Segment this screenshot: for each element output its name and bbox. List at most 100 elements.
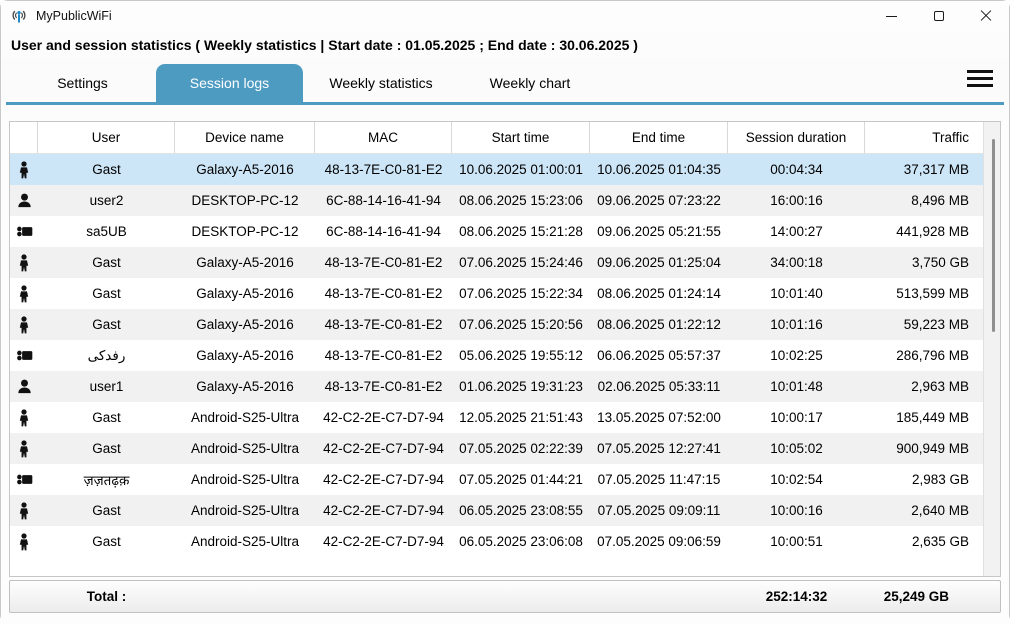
table-row[interactable]: Gast Android-S25-Ultra 42-C2-2E-C7-D7-94… [10,433,983,464]
cell-user: رفدكى [87,347,126,363]
cell-start-time: 01.06.2025 19:31:23 [459,379,583,394]
table-row[interactable]: Gast Android-S25-Ultra 42-C2-2E-C7-D7-94… [10,495,983,526]
cell-end-time: 06.06.2025 05:57:37 [597,348,721,363]
table-row[interactable]: sa5UB DESKTOP-PC-12 6C-88-14-16-41-94 08… [10,216,983,247]
header-end-time[interactable]: End time [590,122,728,153]
user-type-icon [10,371,38,402]
vertical-scrollbar[interactable] [983,122,1000,576]
cell-user: user1 [89,379,124,394]
table-row[interactable]: Gast Galaxy-A5-2016 48-13-7E-C0-81-E2 07… [10,278,983,309]
person-standing-icon [19,315,29,333]
scrollbar-thumb[interactable] [992,139,995,332]
cell-user: user2 [89,193,124,208]
cell-traffic: 2,963 MB [911,379,969,394]
cell-session-duration: 10:00:51 [770,534,823,549]
cell-mac: 48-13-7E-C0-81-E2 [324,286,443,301]
cell-device-name: Galaxy-A5-2016 [196,348,294,363]
table-row[interactable]: Gast Android-S25-Ultra 42-C2-2E-C7-D7-94… [10,402,983,433]
cell-session-duration: 10:02:54 [770,472,823,487]
header-icon-column[interactable] [10,122,38,153]
header-traffic[interactable]: Traffic [932,130,969,145]
cell-mac: 6C-88-14-16-41-94 [326,224,441,239]
cell-end-time: 09.06.2025 07:23:22 [597,193,721,208]
tab-settings[interactable]: Settings [57,75,108,91]
video-camera-icon [16,226,32,237]
cell-device-name: DESKTOP-PC-12 [191,224,299,239]
cell-user: Gast [92,286,121,301]
cell-start-time: 07.06.2025 15:22:34 [459,286,583,301]
tab-weekly-chart[interactable]: Weekly chart [489,75,571,91]
table-row[interactable]: ज़ज़तढ़क़ Android-S25-Ultra 42-C2-2E-C7-… [10,464,983,495]
wifi-antenna-icon [10,7,28,25]
total-icon-spacer [10,581,38,612]
total-traffic: 25,249 GB [883,589,949,604]
cell-mac: 48-13-7E-C0-81-E2 [324,379,443,394]
cell-end-time: 07.05.2025 09:09:11 [597,503,721,518]
user-type-icon [10,464,38,495]
cell-traffic: 2,635 GB [911,534,969,549]
cell-end-time: 13.05.2025 07:52:00 [597,410,721,425]
window-controls [868,1,1009,31]
header-session-duration[interactable]: Session duration [728,122,865,153]
header-start-time[interactable]: Start time [452,122,590,153]
table-body: Gast Galaxy-A5-2016 48-13-7E-C0-81-E2 10… [10,154,983,557]
cell-end-time: 10.06.2025 01:04:35 [597,162,721,177]
cell-device-name: Android-S25-Ultra [190,410,300,425]
total-duration: 252:14:32 [765,589,828,604]
total-label: Total : [86,589,127,604]
cell-mac: 42-C2-2E-C7-D7-94 [323,441,444,456]
user-type-icon [10,154,38,185]
cell-user: Gast [92,162,121,177]
table-row[interactable]: Gast Galaxy-A5-2016 48-13-7E-C0-81-E2 07… [10,247,983,278]
close-icon [980,10,992,22]
cell-traffic: 8,496 MB [911,193,969,208]
cell-traffic: 2,983 GB [911,472,969,487]
cell-traffic: 59,223 MB [903,317,969,332]
hamburger-bar [967,84,993,87]
cell-start-time: 08.06.2025 15:23:06 [459,193,583,208]
cell-mac: 42-C2-2E-C7-D7-94 [323,534,444,549]
cell-start-time: 05.06.2025 19:55:12 [459,348,583,363]
total-spacer [315,581,452,612]
cell-user: sa5UB [86,224,127,239]
cell-start-time: 10.06.2025 01:00:01 [459,162,583,177]
table-row[interactable]: رفدكى Galaxy-A5-2016 48-13-7E-C0-81-E2 0… [10,340,983,371]
person-standing-icon [19,253,29,271]
table-row[interactable]: user1 Galaxy-A5-2016 48-13-7E-C0-81-E2 0… [10,371,983,402]
header-device-name[interactable]: Device name [175,122,315,153]
table-row[interactable]: Gast Android-S25-Ultra 42-C2-2E-C7-D7-94… [10,526,983,557]
table-row[interactable]: Gast Galaxy-A5-2016 48-13-7E-C0-81-E2 10… [10,154,983,185]
cell-traffic: 2,640 MB [911,503,969,518]
cell-start-time: 06.05.2025 23:08:55 [459,503,583,518]
table-row[interactable]: user2 DESKTOP-PC-12 6C-88-14-16-41-94 08… [10,185,983,216]
cell-end-time: 08.06.2025 01:24:14 [597,286,721,301]
session-log-table: User Device name MAC Start time End time… [9,121,1001,577]
maximize-button[interactable] [915,1,962,31]
spacer [1,577,1009,580]
hamburger-menu-icon[interactable] [967,70,993,87]
close-button[interactable] [962,1,1009,31]
cell-session-duration: 10:02:25 [770,348,823,363]
header-mac[interactable]: MAC [315,122,452,153]
cell-start-time: 06.05.2025 23:06:08 [459,534,583,549]
active-tab-underline [6,102,1004,105]
cell-device-name: Galaxy-A5-2016 [196,317,294,332]
minimize-button[interactable] [868,1,915,31]
cell-session-duration: 16:00:16 [770,193,823,208]
video-camera-icon [16,350,32,361]
cell-device-name: Android-S25-Ultra [190,534,300,549]
user-type-icon [10,495,38,526]
cell-end-time: 02.06.2025 05:33:11 [597,379,721,394]
user-type-icon [10,309,38,340]
cell-start-time: 07.05.2025 01:44:21 [459,472,583,487]
cell-end-time: 08.06.2025 01:22:12 [597,317,721,332]
table-row[interactable]: Gast Galaxy-A5-2016 48-13-7E-C0-81-E2 07… [10,309,983,340]
tab-weekly-statistics[interactable]: Weekly statistics [329,75,433,91]
maximize-icon [933,11,944,21]
user-type-icon [10,247,38,278]
header-user[interactable]: User [38,122,175,153]
total-spacer [590,581,728,612]
tab-session-logs[interactable]: Session logs [156,64,303,102]
cell-start-time: 08.06.2025 15:21:28 [459,224,583,239]
person-standing-icon [19,160,29,178]
